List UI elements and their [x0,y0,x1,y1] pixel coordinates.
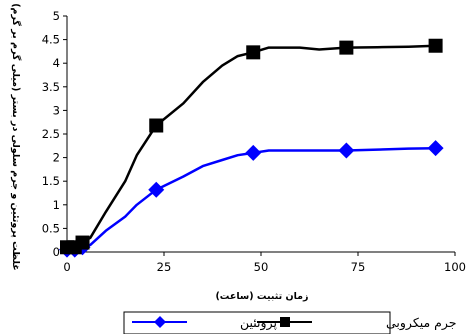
y-tick-label: 2 [53,151,60,165]
y-tick-label: 1.5 [42,174,60,188]
data-point-protein [148,181,165,198]
y-tick-label: 3.5 [42,80,60,94]
data-point-microbial [428,38,443,53]
x-tick-label: 50 [254,260,269,274]
legend-item-protein: پروتئین [132,315,277,331]
x-tick-label: 25 [157,260,172,274]
data-point-protein [245,144,262,161]
y-tick-label: 0 [53,245,60,259]
legend-marker-square [280,317,290,327]
legend-label-microbial: جرم میکروبی [386,315,457,331]
y-tick-label: 4.5 [42,33,60,47]
y-tick-label: 4 [53,56,60,70]
y-axis-title: غلظت پروتئین و جرم سلولی در بستر (میلی گ… [10,3,22,271]
legend: جرم میکروبی پروتئین [123,311,457,334]
x-axis-ticks: 0 25 50 75 100 [63,252,466,274]
data-point-microbial [339,40,354,55]
data-point-microbial [149,118,164,133]
x-axis-title: زمان تثبیت (ساعت) [215,291,308,302]
legend-item-microbial: جرم میکروبی [257,315,457,331]
y-tick-label: 1 [53,198,60,212]
y-tick-label: 2.5 [42,127,60,141]
y-tick-label: 0.5 [42,221,60,235]
legend-marker-diamond [154,316,166,328]
x-tick-label: 0 [63,260,70,274]
data-point-microbial [75,235,90,250]
x-tick-label: 100 [444,260,466,274]
y-tick-label: 3 [53,103,60,117]
series-layer [59,38,444,258]
data-point-microbial [246,45,261,60]
y-axis-ticks: 0 0.5 1 1.5 2 2.5 3 3.5 4 4.5 5 [42,9,67,259]
data-point-protein [427,140,444,157]
legend-label-protein: پروتئین [240,315,277,331]
y-tick-label: 5 [53,9,60,23]
x-tick-label: 75 [351,260,366,274]
data-point-protein [338,142,355,159]
